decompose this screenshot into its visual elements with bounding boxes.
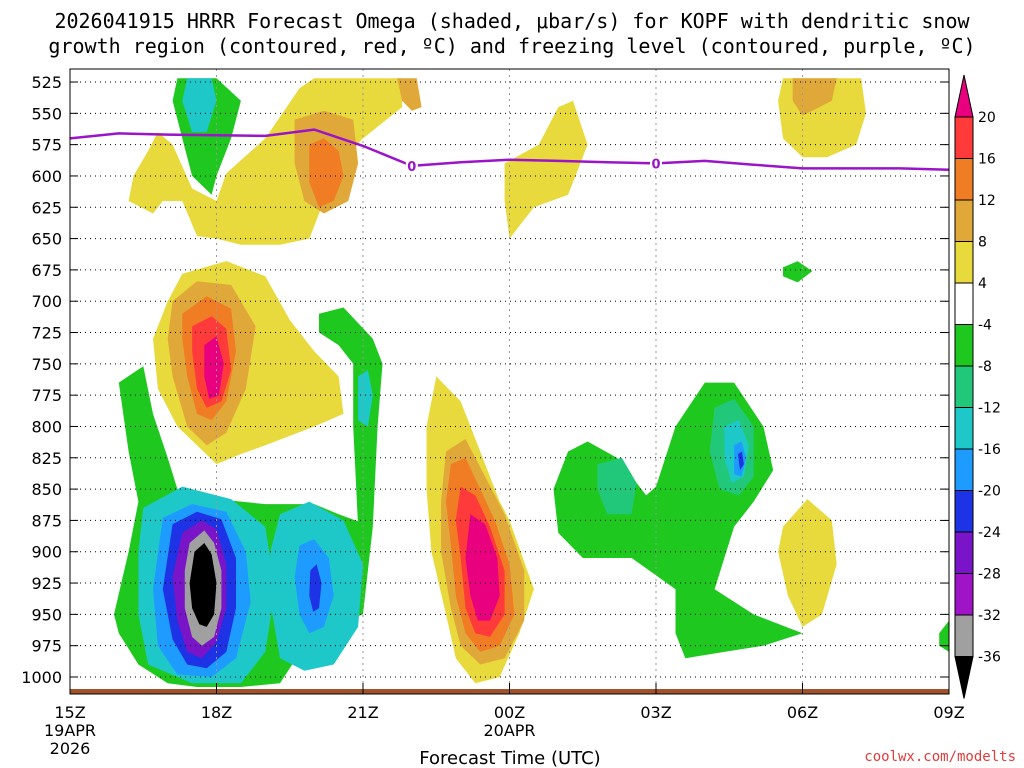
colorbar-band-5 bbox=[954, 282, 974, 325]
colorbar-band-0 bbox=[954, 74, 974, 118]
omega-region-1 bbox=[182, 78, 217, 133]
colorbar-band-11 bbox=[954, 531, 974, 574]
credit-text: coolwx.com/modelts bbox=[864, 749, 1016, 765]
omega-region-32 bbox=[597, 457, 637, 515]
omega-region-8 bbox=[792, 78, 837, 116]
colorbar-band-12 bbox=[954, 573, 974, 616]
chart-title-line-2: growth region (contoured, red, ºC) and f… bbox=[48, 34, 975, 58]
y-tick-label-900: 900 bbox=[31, 543, 62, 562]
omega-region-23 bbox=[309, 564, 322, 612]
colorbar-label-8: -16 bbox=[978, 442, 1001, 458]
y-tick-label-725: 725 bbox=[31, 324, 62, 343]
y-tick-label-550: 550 bbox=[31, 104, 62, 123]
x-tick-label-15Z: 15Z bbox=[54, 703, 85, 722]
omega-region-4 bbox=[309, 138, 344, 208]
omega-shading-layer bbox=[114, 78, 949, 687]
colorbar-label-4: 4 bbox=[978, 276, 987, 292]
colorbar-label-7: -12 bbox=[978, 401, 1001, 417]
x-tick-date-00Z: 20APR bbox=[483, 721, 535, 740]
omega-region-25 bbox=[358, 370, 373, 427]
freezing-level-label-1: 0 bbox=[651, 157, 660, 172]
x-tick-label-18Z: 18Z bbox=[201, 703, 232, 722]
y-tick-label-1000: 1000 bbox=[21, 668, 62, 687]
omega-region-13 bbox=[204, 336, 224, 399]
freezing-label-bg-1 bbox=[650, 155, 662, 172]
y-tick-label-800: 800 bbox=[31, 417, 62, 436]
omega-region-5 bbox=[397, 78, 422, 111]
colorbar-label-1: 16 bbox=[978, 152, 996, 168]
colorbar-band-9 bbox=[954, 448, 974, 491]
y-tick-label-525: 525 bbox=[31, 73, 62, 92]
grid-lines bbox=[70, 69, 949, 689]
colorbar-label-3: 8 bbox=[978, 235, 987, 251]
y-tick-label-775: 775 bbox=[31, 386, 62, 405]
colorbar-label-9: -20 bbox=[978, 484, 1001, 500]
omega-region-6 bbox=[504, 100, 588, 239]
freezing-level-line bbox=[70, 128, 949, 171]
colorbar-band-1 bbox=[954, 116, 974, 159]
colorbar-band-8 bbox=[954, 407, 974, 450]
omega-region-38 bbox=[778, 499, 837, 627]
colorbar-label-11: -28 bbox=[978, 567, 1001, 583]
colorbar-band-2 bbox=[954, 158, 974, 201]
y-tick-label-675: 675 bbox=[31, 261, 62, 280]
colorbar-label-12: -32 bbox=[978, 608, 1001, 624]
freezing-level-label-0: 0 bbox=[407, 160, 416, 175]
y-tick-label-950: 950 bbox=[31, 605, 62, 624]
colorbar-label-2: 12 bbox=[978, 193, 996, 209]
omega-region-20 bbox=[189, 543, 217, 627]
y-tick-label-700: 700 bbox=[31, 292, 62, 311]
y-tick-label-575: 575 bbox=[31, 136, 62, 155]
colorbar-band-4 bbox=[954, 241, 974, 284]
colorbar-band-3 bbox=[954, 199, 974, 242]
x-tick-label-06Z: 06Z bbox=[787, 703, 818, 722]
y-tick-label-750: 750 bbox=[31, 355, 62, 374]
omega-region-30 bbox=[465, 514, 500, 621]
y-axis: 525 550 575 600 625 650 675 700 725 750 775 800 825 8… bbox=[21, 73, 949, 687]
y-tick-label-825: 825 bbox=[31, 449, 62, 468]
x-tick-year-15Z: 2026 bbox=[50, 739, 91, 758]
colorbar-label-0: 20 bbox=[978, 110, 996, 126]
colorbar-label-13: -36 bbox=[978, 650, 1001, 666]
x-tick-label-21Z: 21Z bbox=[347, 703, 378, 722]
x-tick-label-09Z: 09Z bbox=[933, 703, 964, 722]
y-tick-label-975: 975 bbox=[31, 637, 62, 656]
x-tick-label-00Z: 00Z bbox=[494, 703, 525, 722]
colorbar-label-5: -4 bbox=[978, 318, 992, 334]
colorbar-band-13 bbox=[954, 614, 974, 657]
y-tick-label-875: 875 bbox=[31, 511, 62, 530]
colorbar-label-10: -24 bbox=[978, 525, 1001, 541]
colorbar-band-6 bbox=[954, 324, 974, 367]
y-tick-label-850: 850 bbox=[31, 480, 62, 499]
x-tick-date-15Z: 19APR bbox=[44, 721, 96, 740]
x-tick-label-03Z: 03Z bbox=[640, 703, 671, 722]
colorbar-band-14 bbox=[954, 656, 974, 699]
colorbar-band-7 bbox=[954, 365, 974, 408]
colorbar-band-10 bbox=[954, 490, 974, 533]
x-axis-label: Forecast Time (UTC) bbox=[419, 748, 600, 768]
colorbar-label-6: -8 bbox=[978, 359, 992, 375]
omega-region-2 bbox=[128, 78, 403, 245]
chart-title-line-1: 2026041915 HRRR Forecast Omega (shaded, … bbox=[54, 9, 970, 33]
y-tick-label-650: 650 bbox=[31, 230, 62, 249]
omega-region-24 bbox=[319, 307, 383, 527]
omega-region-39 bbox=[939, 620, 949, 652]
colorbar-legend: 20 16 12 8 4 -4 -8 -12 -16 -20 -24 -28 -32 -36 bbox=[954, 74, 1001, 699]
y-tick-label-925: 925 bbox=[31, 574, 62, 593]
omega-region-36 bbox=[738, 451, 744, 471]
freezing-label-bg-0 bbox=[405, 157, 418, 174]
omega-region-37 bbox=[783, 261, 813, 283]
y-tick-label-625: 625 bbox=[31, 198, 62, 217]
y-tick-label-600: 600 bbox=[31, 167, 62, 186]
